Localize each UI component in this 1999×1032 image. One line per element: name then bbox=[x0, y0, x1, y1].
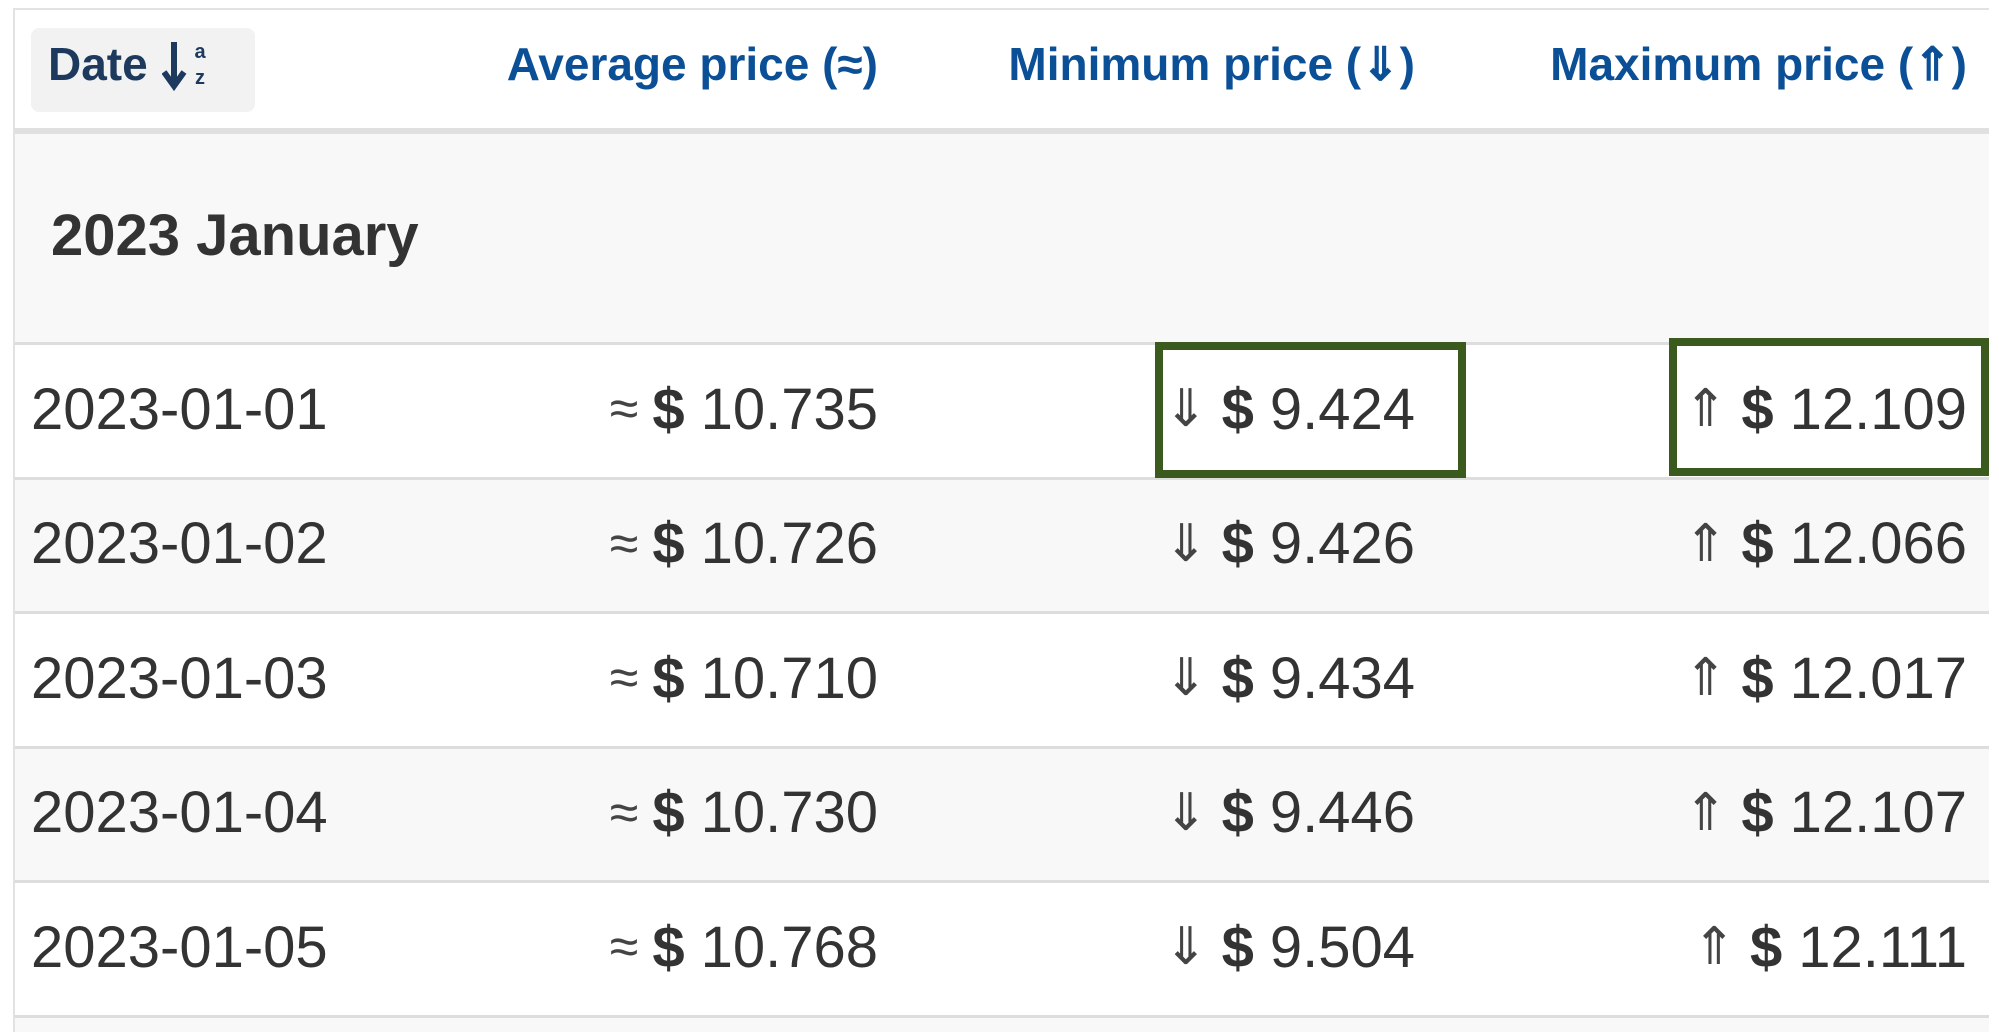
date-cell: 2023-01-05 bbox=[31, 914, 328, 980]
currency: $ bbox=[1749, 914, 1783, 980]
trend-symbol: ≈ bbox=[609, 918, 639, 976]
table-border bbox=[13, 8, 1989, 10]
currency: $ bbox=[652, 914, 685, 980]
next-row bbox=[13, 1015, 1989, 1032]
date-cell: 2023-01-02 bbox=[31, 511, 328, 576]
trend-symbol: ⇑ bbox=[1692, 918, 1736, 976]
price-cell: ⇑ $12.107 bbox=[1467, 746, 1967, 880]
amount: 12.109 bbox=[1789, 376, 1967, 442]
amount: 10.730 bbox=[700, 780, 878, 845]
date-cell: 2023-01-01 bbox=[31, 376, 328, 442]
svg-text:a: a bbox=[194, 41, 206, 63]
price-cell: ⇑ $12.109 bbox=[1467, 342, 1967, 476]
trend-symbol: ⇓ bbox=[1164, 783, 1208, 842]
price-cell: ≈ $10.735 bbox=[378, 342, 878, 476]
sort-button[interactable] bbox=[31, 28, 255, 112]
table-row bbox=[13, 880, 1989, 1014]
trend-symbol: ⇓ bbox=[1164, 514, 1208, 573]
amount: 10.768 bbox=[700, 914, 878, 980]
amount: 9.426 bbox=[1269, 511, 1415, 576]
trend-symbol: ≈ bbox=[609, 380, 639, 438]
currency: $ bbox=[1741, 645, 1774, 711]
price-cell: ⇑ $12.017 bbox=[1467, 611, 1967, 745]
currency: $ bbox=[1221, 511, 1254, 576]
currency: $ bbox=[1741, 376, 1774, 442]
date-cell: 2023-01-04 bbox=[31, 780, 328, 845]
trend-symbol: ≈ bbox=[609, 514, 639, 573]
trend-symbol: ⇑ bbox=[1683, 783, 1728, 842]
column-header[interactable]: Maximum price (⇑) bbox=[1550, 38, 1967, 90]
amount: 12.107 bbox=[1789, 780, 1967, 845]
trend-symbol: ≈ bbox=[609, 649, 639, 707]
amount: 12.017 bbox=[1789, 645, 1967, 711]
table-row bbox=[13, 476, 1989, 611]
currency: $ bbox=[1221, 780, 1254, 845]
amount: 10.710 bbox=[700, 645, 878, 711]
amount: 12.066 bbox=[1789, 511, 1967, 576]
trend-symbol: ⇑ bbox=[1683, 514, 1728, 573]
sort-icon: a z bbox=[161, 41, 206, 92]
svg-text:z: z bbox=[195, 67, 205, 89]
date-cell: 2023-01-03 bbox=[31, 645, 328, 711]
highlight-box bbox=[1155, 342, 1466, 478]
currency: $ bbox=[652, 376, 685, 442]
amount: 9.424 bbox=[1269, 376, 1415, 442]
price-cell: ≈ $10.768 bbox=[378, 880, 878, 1014]
currency: $ bbox=[1741, 511, 1774, 576]
price-cell: ≈ $10.726 bbox=[378, 477, 878, 611]
highlight-box bbox=[1669, 338, 1989, 476]
currency: $ bbox=[1741, 780, 1774, 845]
price-cell: ⇓ $9.426 bbox=[915, 477, 1415, 611]
trend-symbol: ⇓ bbox=[1164, 380, 1208, 438]
group-row bbox=[13, 128, 1989, 342]
table-row bbox=[13, 745, 1989, 880]
trend-symbol: ⇑ bbox=[1683, 380, 1728, 438]
trend-symbol: ⇓ bbox=[1164, 918, 1208, 976]
trend-symbol: ⇓ bbox=[1164, 649, 1208, 707]
price-cell: ⇓ $9.504 bbox=[915, 880, 1415, 1014]
price-cell: ⇑ $12.111 bbox=[1467, 880, 1967, 1014]
price-cell: ⇓ $9.424 bbox=[915, 342, 1415, 476]
table-row bbox=[13, 611, 1989, 745]
table-border bbox=[13, 8, 15, 1032]
column-header[interactable]: Average price (≈) bbox=[506, 38, 878, 90]
price-cell: ⇓ $9.446 bbox=[915, 746, 1415, 880]
amount: 10.726 bbox=[700, 511, 878, 576]
amount: 9.446 bbox=[1269, 780, 1415, 845]
amount: 9.504 bbox=[1269, 914, 1415, 980]
column-header[interactable]: Minimum price (⇓) bbox=[1008, 38, 1415, 90]
group-label: 2023 January bbox=[51, 202, 419, 268]
amount: 9.434 bbox=[1269, 645, 1415, 711]
table-row bbox=[13, 342, 1989, 476]
price-cell: ⇑ $12.066 bbox=[1467, 477, 1967, 611]
currency: $ bbox=[652, 780, 685, 845]
currency: $ bbox=[652, 645, 685, 711]
price-cell: ≈ $10.710 bbox=[378, 611, 878, 745]
date-header[interactable]: Date a z bbox=[48, 0, 212, 128]
currency: $ bbox=[1221, 645, 1254, 711]
amount: 10.735 bbox=[700, 376, 878, 442]
currency: $ bbox=[1221, 914, 1254, 980]
trend-symbol: ⇑ bbox=[1683, 649, 1728, 707]
price-cell: ≈ $10.730 bbox=[378, 746, 878, 880]
header-label: Date bbox=[48, 38, 148, 90]
price-cell: ⇓ $9.434 bbox=[915, 611, 1415, 745]
currency: $ bbox=[1221, 376, 1254, 442]
trend-symbol: ≈ bbox=[609, 783, 639, 842]
currency: $ bbox=[652, 511, 685, 576]
amount: 12.111 bbox=[1798, 914, 1967, 980]
